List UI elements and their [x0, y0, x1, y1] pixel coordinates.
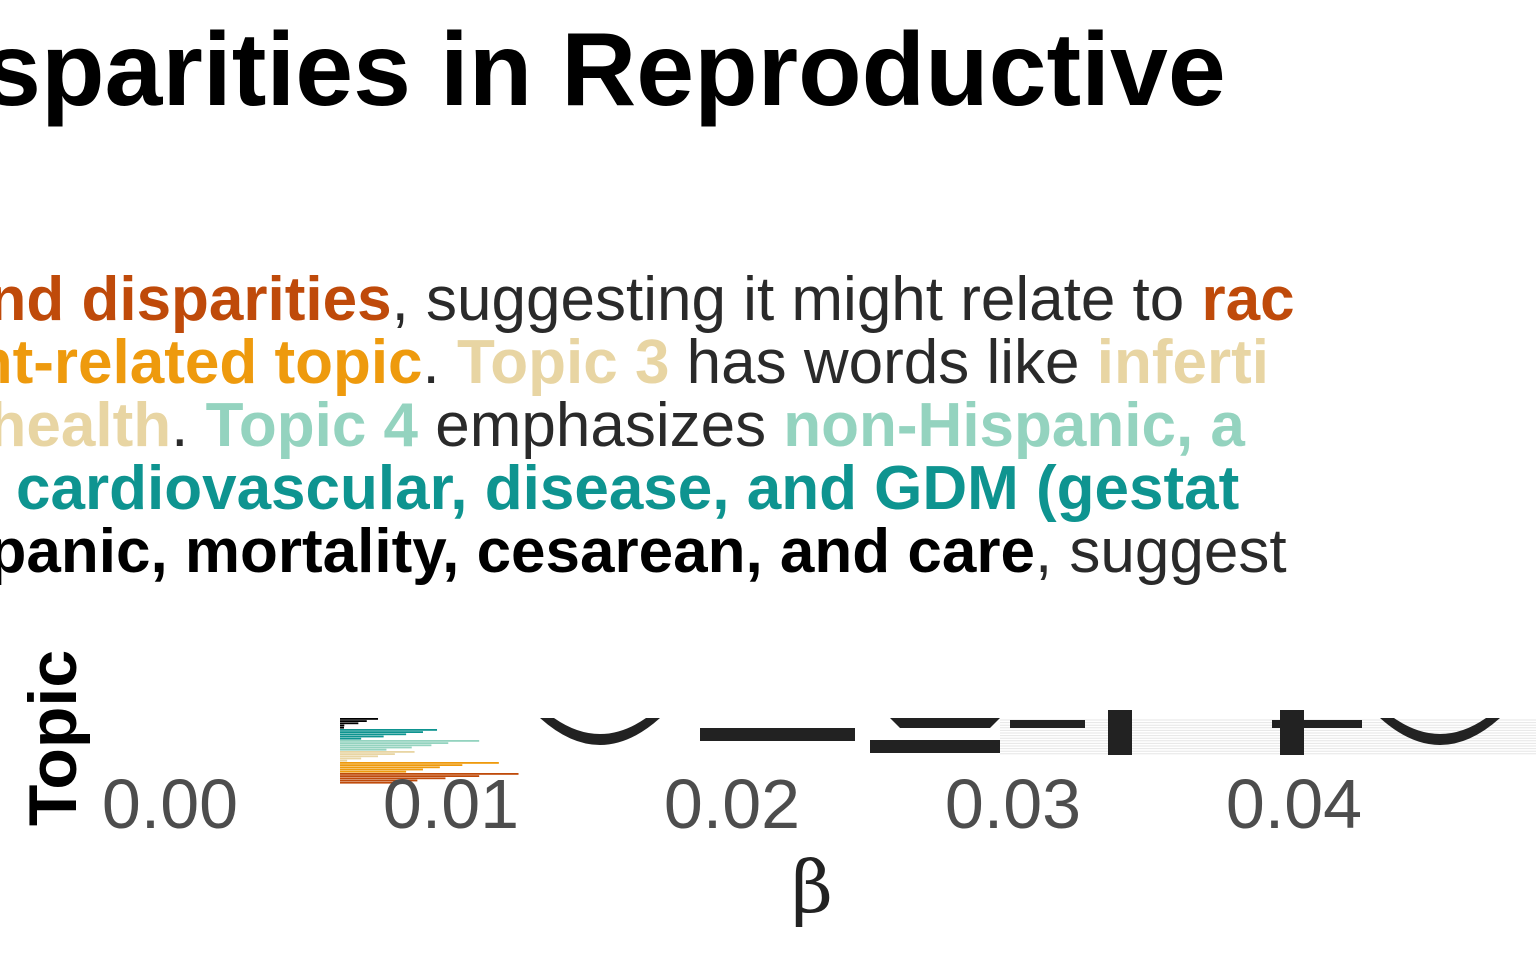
plot-area: 0.00 0.01 0.02 0.03 0.04 β Topic: [15, 650, 1536, 929]
subtitle-text: emphasizes: [418, 391, 784, 460]
x-tick-label: 0.03: [945, 765, 1081, 843]
bar: [340, 724, 345, 727]
bar: [340, 737, 362, 740]
subtitle-topic-highlight: e, hispanic, mortality, cesarean, and ca…: [0, 517, 1035, 586]
facet-fragment: [1380, 718, 1500, 745]
subtitle-topic-highlight: Topic 3: [457, 328, 670, 397]
subtitle-topic-highlight: non-Hispanic, a: [783, 391, 1245, 460]
bar: [340, 777, 446, 780]
bar: [340, 757, 362, 760]
x-tick-label: 0.00: [102, 765, 238, 843]
subtitle-text: .: [171, 391, 206, 460]
facet-fragment: [1280, 710, 1304, 755]
subtitle-line: atment-related topic. Topic 3 has words …: [0, 331, 1295, 394]
subtitle-line: nal, and disparities, suggesting it migh…: [0, 268, 1295, 331]
bar: [340, 731, 423, 733]
bar: [340, 722, 359, 725]
bar: [340, 751, 415, 753]
facet-fragment: [1272, 720, 1362, 728]
bar: [340, 753, 395, 755]
chart-title: nic Disparities in Reproductive: [0, 12, 1226, 128]
facet-fragment: [1010, 720, 1085, 728]
subtitle-topic-highlight: Topic 4: [205, 391, 419, 460]
bar: [340, 764, 463, 766]
bar: [340, 773, 519, 775]
bar: [340, 762, 499, 764]
x-axis-title: β: [791, 845, 833, 929]
x-tick-label: 0.02: [664, 765, 800, 843]
bar: [340, 740, 480, 742]
bar: [340, 742, 449, 744]
subtitle-topic-highlight: nal, and disparities: [0, 265, 392, 334]
subtitle-line: e, hispanic, mortality, cesarean, and ca…: [0, 520, 1295, 583]
bar: [340, 779, 418, 782]
subtitle-line: roids, cardiovascular, disease, and GDM …: [0, 457, 1295, 520]
x-tick-label: 0.04: [1226, 765, 1362, 843]
y-axis-title: Topic: [15, 650, 91, 826]
bar: [340, 746, 412, 749]
subtitle-text: .: [422, 328, 457, 397]
bar: [340, 729, 438, 731]
bar: [340, 766, 440, 769]
facet-fragment: [1108, 710, 1132, 755]
chart-subtitle: nal, and disparities, suggesting it migh…: [0, 268, 1295, 583]
bar: [340, 759, 348, 762]
subtitle-line: ctive health. Topic 4 emphasizes non-His…: [0, 394, 1295, 457]
x-tick-label: 0.01: [383, 765, 519, 843]
bar: [340, 748, 387, 751]
subtitle-text: , suggesting it might relate to: [391, 265, 1202, 334]
subtitle-topic-highlight: atment-related topic: [0, 328, 423, 397]
bar: [340, 726, 344, 729]
subtitle-topic-highlight: roids, cardiovascular, disease, and GDM …: [0, 454, 1240, 523]
bar: [340, 775, 480, 777]
subtitle-text: has words like: [669, 328, 1097, 397]
facet-fragment: [700, 728, 855, 741]
facet-fragment: [890, 718, 1000, 728]
subtitle-text: , suggest: [1034, 517, 1287, 586]
bar: [340, 744, 432, 747]
bar: [340, 755, 379, 758]
facet-fragment: [540, 718, 660, 745]
facet-fragment: [870, 740, 1000, 753]
bar: [340, 768, 423, 771]
subtitle-topic-highlight: rac: [1201, 265, 1295, 334]
bar: [340, 781, 398, 784]
bar: [340, 733, 407, 736]
subtitle-topic-highlight: inferti: [1096, 328, 1269, 397]
bar: [340, 735, 384, 738]
bar: [340, 718, 379, 720]
bar: [340, 720, 367, 722]
bar: [340, 770, 407, 773]
subtitle-topic-highlight: ctive health: [0, 391, 172, 460]
